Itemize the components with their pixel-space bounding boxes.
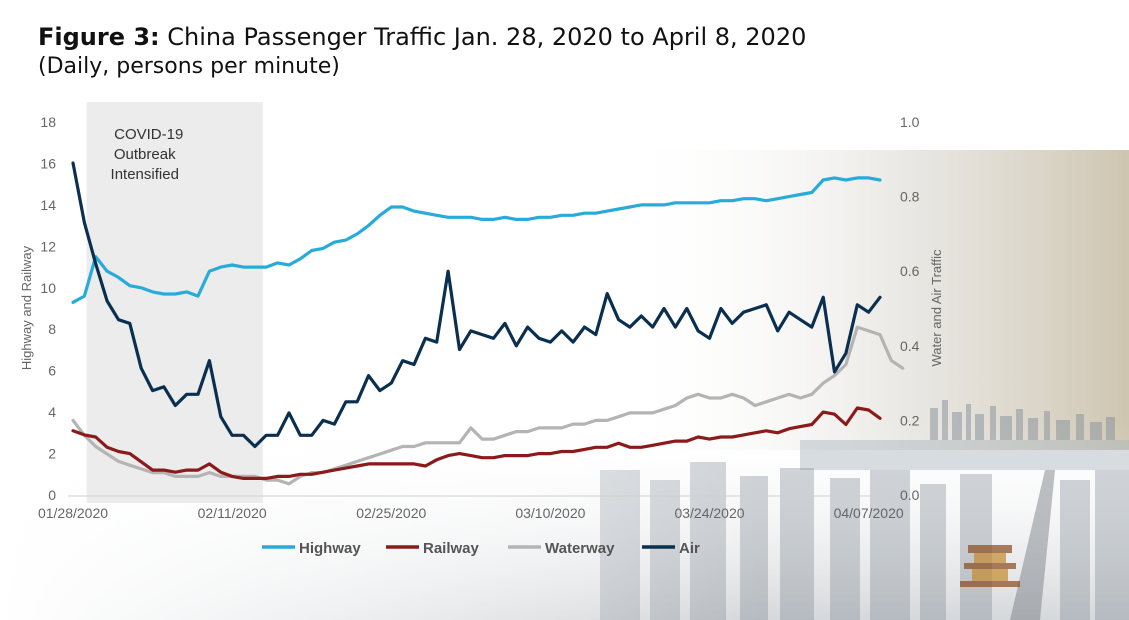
- annotation-line: Outbreak: [114, 146, 176, 163]
- series-line-waterway: [71, 325, 905, 486]
- left-axis-tick-label: 4: [48, 404, 56, 420]
- series-line-railway: [71, 406, 882, 480]
- right-axis-tick-label: 0.2: [900, 412, 920, 428]
- series-line-air: [71, 161, 882, 449]
- right-y-axis-title: Water and Air Traffic: [929, 249, 944, 367]
- figure-label: Figure 3:: [38, 23, 160, 51]
- x-axis-tick-label: 02/11/2020: [198, 505, 267, 521]
- chart-legend: Highway Railway Waterway Air: [262, 540, 700, 557]
- x-axis-tick-label: 01/28/2020: [38, 505, 108, 521]
- legend-label-railway: Railway: [423, 540, 480, 557]
- chart-title: China Passenger Traffic Jan. 28, 2020 to…: [167, 23, 807, 51]
- left-axis-tick-label: 16: [40, 155, 56, 171]
- x-axis-tick-label: 02/25/2020: [356, 505, 426, 521]
- left-axis-tick-label: 6: [48, 363, 56, 379]
- left-y-axis-ticks: 0 2 4 6 8 10 12 14 16 18: [40, 114, 56, 503]
- left-axis-tick-label: 0: [48, 487, 56, 503]
- annotation-line: Intensified: [111, 166, 179, 183]
- legend-label-highway: Highway: [299, 540, 361, 557]
- right-axis-tick-label: 0.6: [900, 263, 920, 279]
- right-axis-tick-label: 0.4: [900, 338, 920, 354]
- right-axis-tick-label: 0.0: [900, 487, 920, 503]
- x-axis-ticks: 01/28/2020 02/11/2020 02/25/2020 03/10/2020…: [38, 505, 904, 521]
- right-y-axis-ticks: 0.0 0.2 0.4 0.6 0.8 1.0: [900, 114, 920, 503]
- x-axis-tick-label: 03/10/2020: [515, 505, 585, 521]
- annotation-line: COVID-19: [114, 126, 183, 143]
- figure-title: Figure 3: China Passenger Traffic Jan. 2…: [38, 22, 806, 82]
- legend-label-waterway: Waterway: [545, 540, 615, 557]
- left-axis-tick-label: 12: [40, 238, 56, 254]
- left-axis-tick-label: 2: [48, 446, 56, 462]
- chart-subtitle: (Daily, persons per minute): [38, 54, 340, 79]
- right-axis-tick-label: 1.0: [900, 114, 920, 130]
- series-lines: [71, 161, 905, 486]
- outbreak-annotation: COVID-19 Outbreak Intensified: [111, 126, 184, 183]
- x-axis-tick-label: 04/07/2020: [834, 505, 904, 521]
- legend-label-air: Air: [679, 540, 700, 557]
- x-axis-tick-label: 03/24/2020: [674, 505, 744, 521]
- right-axis-tick-label: 0.8: [900, 189, 920, 205]
- left-axis-tick-label: 14: [40, 197, 56, 213]
- left-axis-tick-label: 18: [40, 114, 56, 130]
- series-line-highway: [71, 176, 882, 304]
- left-axis-tick-label: 10: [40, 280, 56, 296]
- left-y-axis-title: Highway and Railway: [19, 245, 34, 370]
- left-axis-tick-label: 8: [48, 321, 56, 337]
